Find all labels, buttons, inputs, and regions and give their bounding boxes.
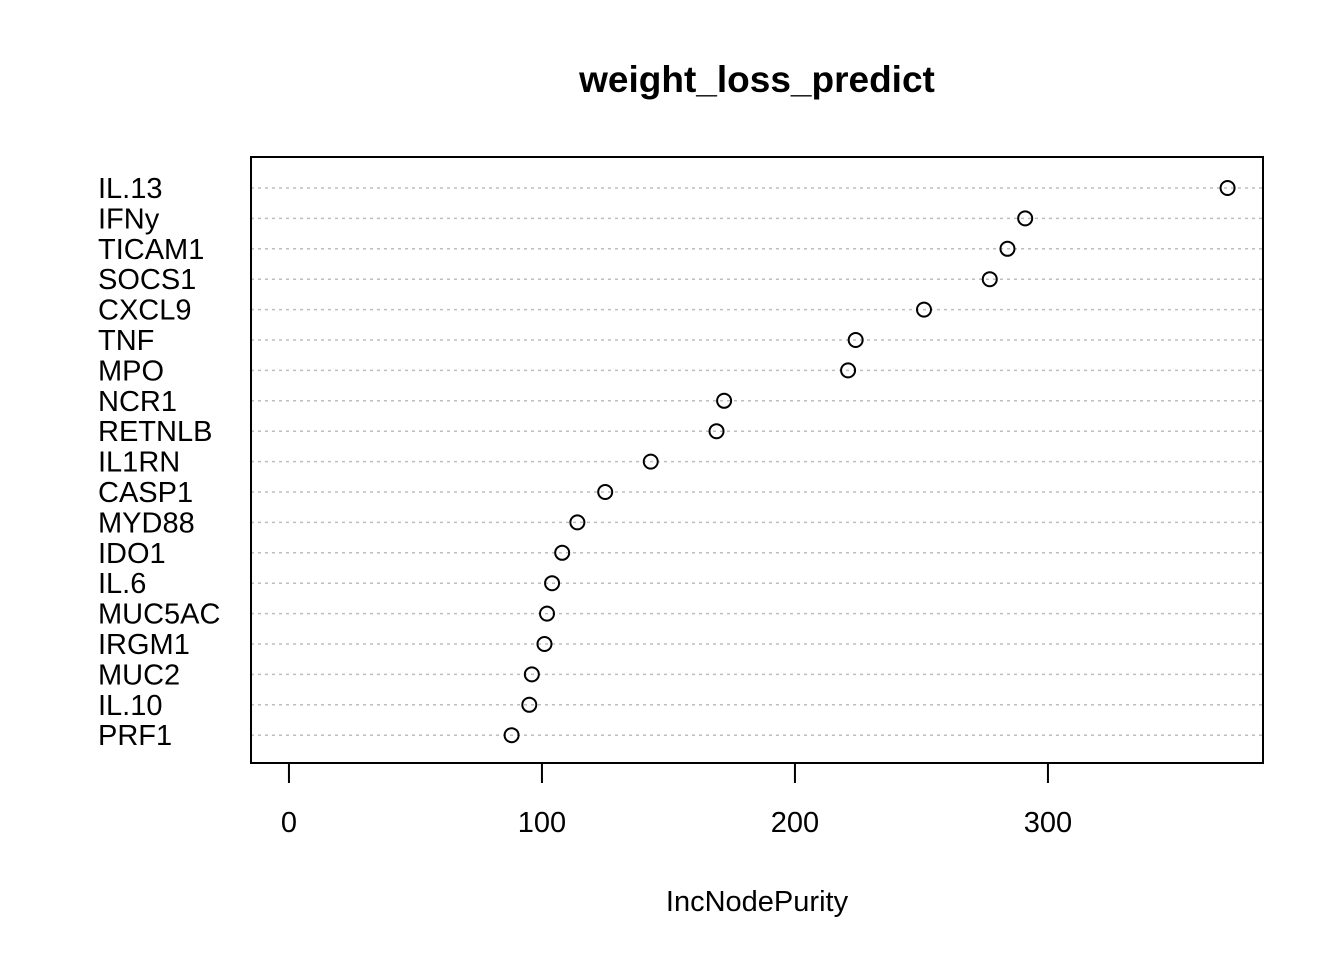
data-point [554,544,571,561]
x-tick-label: 300 [1024,807,1072,839]
x-tick-label: 100 [518,807,566,839]
data-point [569,514,586,531]
data-point [999,240,1016,257]
data-point [503,727,520,744]
data-point [1017,210,1034,227]
category-label: IL1RN [98,447,180,479]
data-point [536,636,553,652]
category-label: PRF1 [98,720,172,752]
category-label: IL.6 [98,568,146,600]
data-point [716,392,733,409]
category-label: IRGM1 [98,629,190,661]
category-label: RETNLB [98,416,212,448]
data-point [521,696,538,713]
data-point [539,605,556,622]
data-point [597,484,614,500]
category-label: NCR1 [98,386,177,418]
data-point [915,301,932,318]
category-label: MUC5AC [98,599,220,631]
x-tick-label: 0 [281,807,297,839]
category-label: IL.10 [98,690,163,722]
data-points [503,180,1236,744]
category-label: CXCL9 [98,295,192,327]
chart-title: weight_loss_predict [578,59,935,100]
data-point [544,575,561,592]
category-label: IFNy [98,203,160,235]
x-axis-label: IncNodePurity [666,886,849,918]
x-axis: 0 100 200 300 [281,762,1072,839]
category-label: TICAM1 [98,234,204,266]
category-label: TNF [98,325,154,357]
category-label: MPO [98,355,164,387]
data-point [523,666,540,683]
data-point [642,453,659,470]
data-point [840,362,857,379]
category-label: IDO1 [98,538,166,570]
data-point [1219,180,1236,196]
data-point [847,332,864,348]
category-label: MUC2 [98,659,180,691]
plot-frame [250,156,1264,764]
category-labels: IL.13IFNyTICAM1SOCS1CXCL9TNFMPONCR1RETNL… [98,173,220,752]
data-point [981,271,998,288]
data-point [708,423,725,440]
category-label: SOCS1 [98,264,196,296]
x-tick-label: 200 [771,807,819,839]
category-label: CASP1 [98,477,193,509]
category-label: MYD88 [98,507,195,539]
grid-lines [251,187,1263,736]
category-label: IL.13 [98,173,163,205]
